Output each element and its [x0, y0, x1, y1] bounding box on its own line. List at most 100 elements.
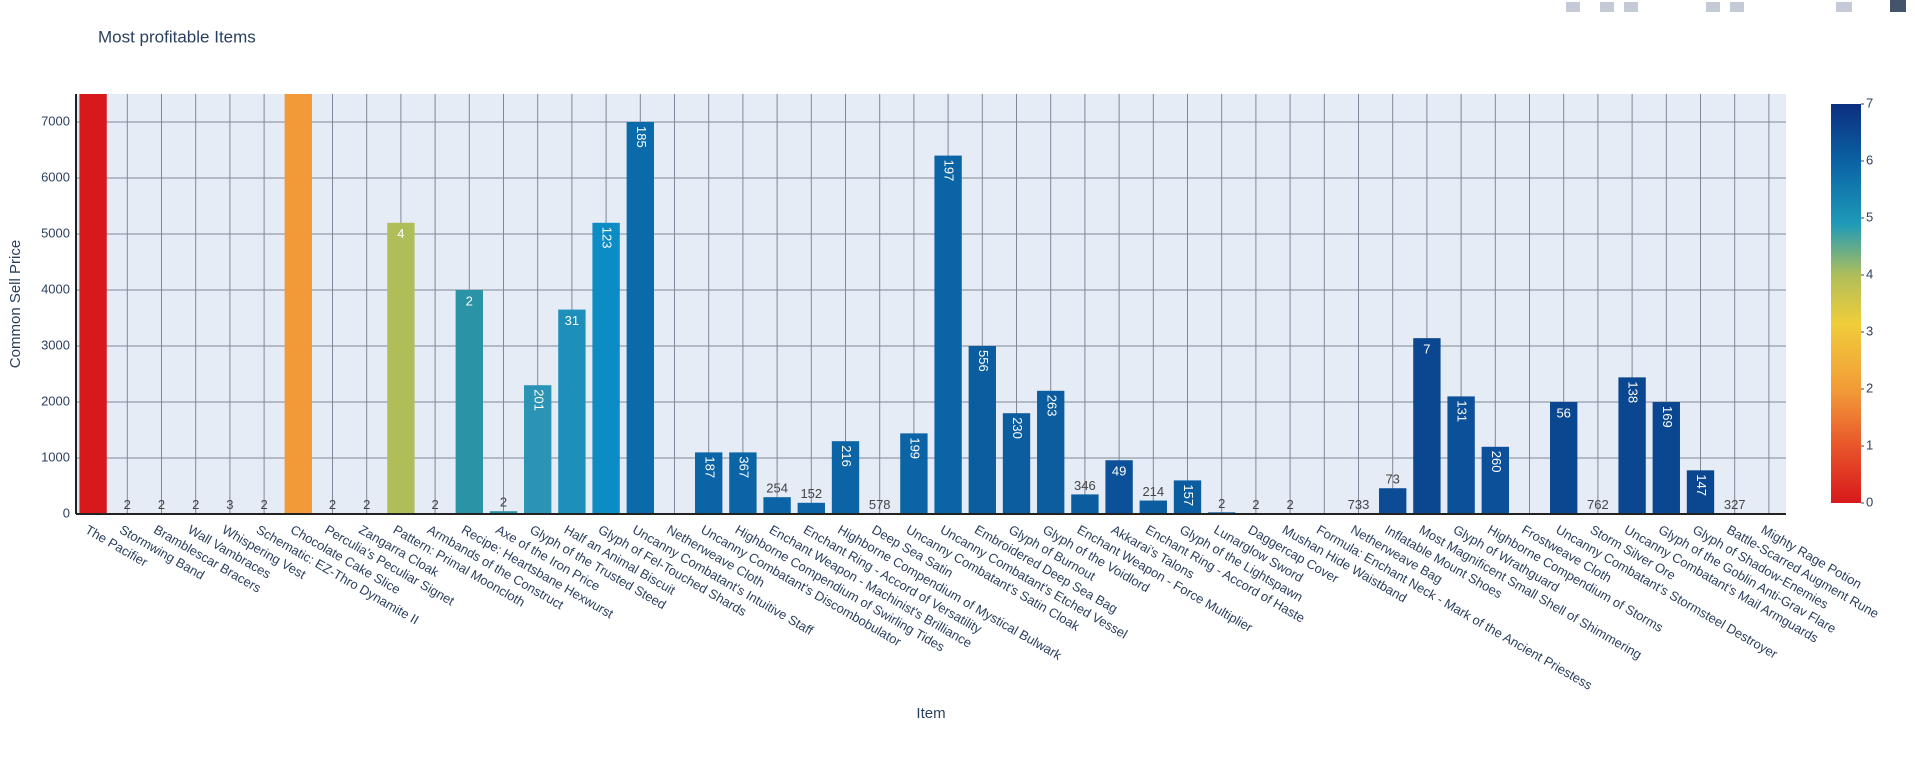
bar	[1447, 396, 1475, 514]
y-tick-label: 5000	[41, 225, 70, 240]
value-label: 187	[702, 456, 717, 478]
y-tick-label: 4000	[41, 281, 70, 296]
labels: 2 2 2 3 2 2 2 4 2 2 2 201 31 123 185 187 367 254 152 216 578…	[124, 126, 1746, 512]
value-label: 199	[907, 437, 922, 459]
value-label: 201	[531, 389, 546, 411]
colorbar-tick-label: 3	[1866, 323, 1873, 338]
y-tick-label: 2000	[41, 393, 70, 408]
value-label: 578	[869, 497, 891, 512]
icon[interactable]	[1890, 0, 1906, 12]
value-label: 2	[466, 293, 473, 308]
value-label: 3	[226, 497, 233, 512]
value-label: 214	[1142, 484, 1164, 499]
value-label: 254	[766, 481, 788, 496]
value-label: 2	[329, 497, 336, 512]
colorbar-tick-label: 5	[1866, 209, 1873, 224]
bar	[1037, 390, 1065, 514]
value-label: 2	[192, 497, 199, 512]
bar	[1481, 446, 1509, 514]
bar	[1173, 480, 1202, 514]
bar	[1379, 488, 1407, 514]
value-label: 216	[839, 445, 854, 467]
colorbar-tick-label: 4	[1866, 266, 1873, 281]
y-tick-label: 6000	[41, 169, 70, 184]
bar	[1652, 402, 1680, 514]
bar	[558, 309, 586, 514]
bar	[1002, 413, 1031, 514]
bar	[968, 346, 996, 514]
plot-area	[76, 94, 1786, 514]
colorbar-tick-label: 7	[1866, 95, 1873, 110]
bar	[1550, 402, 1578, 514]
value-label: 169	[1660, 406, 1675, 428]
bar	[695, 452, 723, 514]
value-label: 2	[431, 497, 438, 512]
bar	[1413, 338, 1441, 514]
y-tick-label: 3000	[41, 337, 70, 352]
value-label: 131	[1455, 400, 1470, 422]
value-label: 73	[1385, 472, 1399, 487]
value-label: 346	[1074, 478, 1096, 493]
bar	[1139, 500, 1167, 514]
value-label: 556	[976, 350, 991, 372]
value-label: 49	[1112, 464, 1126, 479]
value-label: 327	[1724, 497, 1746, 512]
value-label: 367	[736, 456, 751, 478]
value-label: 138	[1626, 381, 1641, 403]
bar	[763, 497, 791, 514]
modebar[interactable]	[1566, 0, 1906, 12]
y-tick-label: 1000	[41, 449, 70, 464]
value-label: 2	[124, 497, 131, 512]
value-label: 147	[1694, 474, 1709, 496]
bar	[797, 502, 825, 514]
value-label: 7	[1423, 342, 1430, 357]
value-label: 2	[363, 497, 370, 512]
icon[interactable]	[1836, 2, 1852, 12]
x-axis-title: Item	[916, 705, 945, 722]
colorbar-tick-label: 0	[1866, 494, 1873, 509]
bars	[79, 94, 1749, 514]
value-label: 56	[1556, 405, 1570, 420]
bar	[592, 222, 620, 514]
y-axis-title: Common Sell Price	[7, 240, 24, 368]
bar	[900, 433, 928, 514]
bar	[934, 155, 962, 514]
bar	[1071, 494, 1099, 514]
value-label: 260	[1489, 451, 1504, 473]
bar	[489, 511, 518, 514]
value-label: 4	[397, 226, 404, 241]
bar	[729, 452, 757, 514]
bar	[387, 222, 415, 514]
value-label: 2	[158, 497, 165, 512]
bar	[1686, 470, 1715, 514]
y-tick-label: 0	[63, 505, 70, 520]
icon[interactable]	[1566, 2, 1580, 12]
bar	[524, 385, 552, 514]
bar	[831, 441, 860, 514]
value-label: 2	[1252, 497, 1259, 512]
value-label: 152	[800, 486, 822, 501]
icon[interactable]	[1706, 2, 1720, 12]
chart-title: Most profitable Items	[98, 27, 256, 46]
colorbar-tick-label: 2	[1866, 380, 1873, 395]
value-label: 2	[260, 497, 267, 512]
value-label: 230	[1010, 417, 1025, 439]
value-label: 762	[1587, 497, 1609, 512]
y-tick-label: 7000	[41, 113, 70, 128]
value-label: 263	[1044, 395, 1059, 417]
bar	[284, 94, 312, 514]
value-label: 2	[1286, 497, 1293, 512]
icon[interactable]	[1624, 2, 1638, 12]
icon[interactable]	[1600, 2, 1614, 12]
value-label: 185	[634, 126, 649, 148]
value-label: 157	[1181, 484, 1196, 506]
colorbar-tick-label: 1	[1866, 437, 1873, 452]
bar	[79, 94, 107, 514]
value-label: 733	[1348, 497, 1370, 512]
icon[interactable]	[1730, 2, 1744, 12]
colorbar	[1831, 104, 1861, 503]
colorbar-tick-label: 6	[1866, 152, 1873, 167]
value-label: 197	[942, 160, 957, 182]
bar	[1105, 460, 1133, 514]
